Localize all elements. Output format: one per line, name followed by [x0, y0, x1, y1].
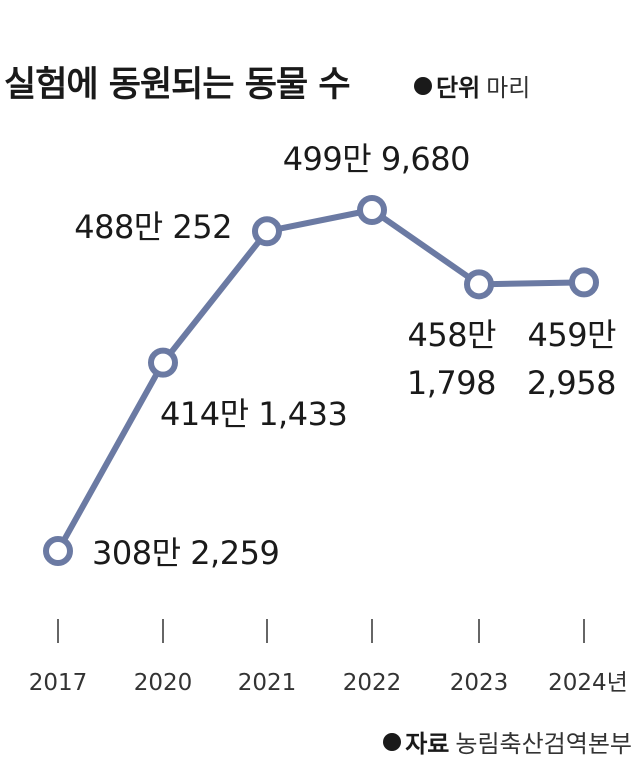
data-label: 459만 [527, 316, 616, 354]
unit-value: 마리 [486, 74, 531, 102]
data-point [148, 347, 178, 378]
data-label: 2,958 [527, 364, 616, 402]
data-point [252, 216, 282, 247]
data-label: 308만 2,259 [92, 534, 279, 572]
data-point [464, 269, 494, 300]
bullet-icon [414, 76, 432, 95]
chart-title: 실험에 동원되는 동물 수 [4, 65, 351, 105]
x-tick-label: 2017 [29, 670, 88, 696]
source-value: 농림축산검역본부 [455, 730, 632, 758]
data-label: 458만 [407, 316, 496, 354]
data-label: 1,798 [407, 364, 496, 402]
source-key: 자료 [405, 730, 450, 758]
bullet-icon [383, 732, 402, 751]
data-point [357, 195, 387, 225]
data-label: 499만 9,680 [283, 140, 470, 178]
data-point [43, 536, 73, 566]
x-tick-label: 2024년 [548, 670, 628, 696]
unit-note: 단위 마리 [414, 68, 530, 103]
x-tick-label: 2022 [343, 670, 402, 696]
series-line [55, 207, 585, 553]
data-point [569, 267, 599, 298]
x-tick-label: 2021 [238, 670, 297, 696]
unit-key: 단위 [436, 74, 481, 102]
source-note: 자료 농림축산검역본부 [383, 724, 632, 759]
data-label: 414만 1,433 [160, 395, 347, 433]
data-label: 488만 252 [74, 208, 232, 246]
x-tick-label: 2020 [134, 670, 193, 696]
x-tick-label: 2023 [450, 670, 509, 696]
